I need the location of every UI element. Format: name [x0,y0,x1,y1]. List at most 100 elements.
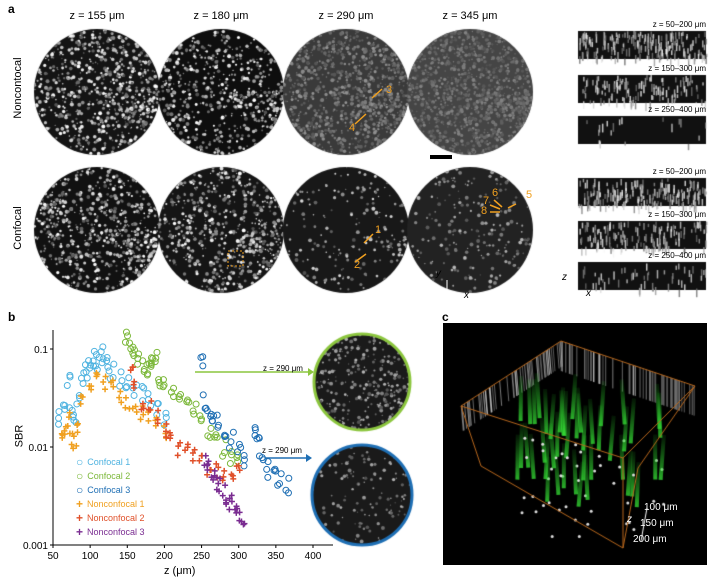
data-point [207,412,215,420]
data-point [175,393,183,401]
data-point [132,403,139,410]
data-point [182,447,189,454]
data-point [123,332,131,340]
data-point [222,482,229,489]
data-point [116,394,123,401]
data-point [225,444,233,452]
data-point [159,383,167,391]
x-tick-label: 400 [305,551,322,562]
data-point [100,378,107,385]
col-title-180: z = 180 μm [193,10,249,22]
data-point [163,433,170,440]
y-tick-label: 0.1 [34,345,48,356]
data-point [92,362,100,370]
panel-b-label: b [8,310,16,324]
data-point [206,433,214,441]
data-point [220,449,228,457]
data-point [125,374,133,382]
data-point [204,461,211,468]
inset-blue-label: z = 290 μm [262,446,302,455]
legend-label: Confocal 3 [87,485,131,495]
data-point [215,464,222,471]
legend-item: + Nonconfocal 3 [76,525,145,539]
data-point [133,409,140,416]
x-tick-label: 350 [268,551,285,562]
data-point [277,470,285,478]
data-point [130,381,137,388]
data-point [197,353,205,361]
data-point [274,481,282,489]
data-point [139,357,147,365]
data-point [213,460,220,467]
data-point [251,426,259,434]
data-point [213,411,221,419]
data-point [63,382,71,390]
annotation-7: 7 [483,195,490,207]
data-point [65,414,72,421]
data-point [221,431,229,439]
data-point [190,410,198,418]
data-point [155,376,163,384]
arrowhead-green [308,368,314,376]
data-point [144,370,152,378]
data-point [234,451,242,459]
col-title-345: z = 345 μm [442,10,498,22]
3d-volume [443,323,707,565]
annotation-1: 1 [375,224,382,236]
y-axis-label: SBR [13,424,26,448]
data-point [201,462,208,469]
data-point [138,383,146,391]
data-point [227,438,235,446]
data-point [211,472,218,479]
data-point [183,396,191,404]
data-point [94,371,101,378]
data-point [174,452,181,459]
data-point [189,449,196,456]
axis-x-label: x [464,290,469,301]
data-point [240,452,248,460]
legend-item: + Nonconfocal 2 [76,511,145,525]
data-point [223,499,230,506]
data-point [272,467,280,475]
data-point [74,420,81,427]
circle-marker-icon: ○ [76,455,84,469]
data-point [140,411,147,418]
data-point [175,443,182,450]
col-title-155: z = 155 μm [69,10,125,22]
x-tick-label: 250 [193,551,210,562]
data-point [226,506,233,513]
data-point [228,498,235,505]
x-tick-label: 300 [230,551,247,562]
panel-c-label: c [442,310,449,324]
data-point [202,452,209,459]
data-point [235,440,243,448]
data-point [74,429,81,436]
data-point [122,328,130,336]
side-label: z = 150–300 μm [648,64,706,73]
x-tick-label: 100 [82,551,99,562]
data-point [166,429,173,436]
data-point [215,480,222,487]
legend-item: ○ Confocal 2 [76,469,145,483]
data-point [127,367,134,374]
data-point [214,421,222,429]
data-point [102,386,109,393]
data-point [85,357,93,365]
data-point [236,467,243,474]
data-point [123,383,131,391]
data-point [117,368,125,376]
data-point [88,383,95,390]
y-tick-label: 0.001 [23,541,48,552]
data-point [191,446,198,453]
data-point [237,444,245,452]
side-label: z = 50–200 μm [652,20,706,29]
legend-item: + Nonconfocal 1 [76,497,145,511]
axis-x-label: x [586,288,591,299]
data-point [234,458,242,466]
data-point [235,462,242,469]
data-point [177,439,184,446]
data-point [213,433,221,441]
data-point [70,416,78,424]
data-point [148,398,155,405]
data-point [230,475,237,482]
